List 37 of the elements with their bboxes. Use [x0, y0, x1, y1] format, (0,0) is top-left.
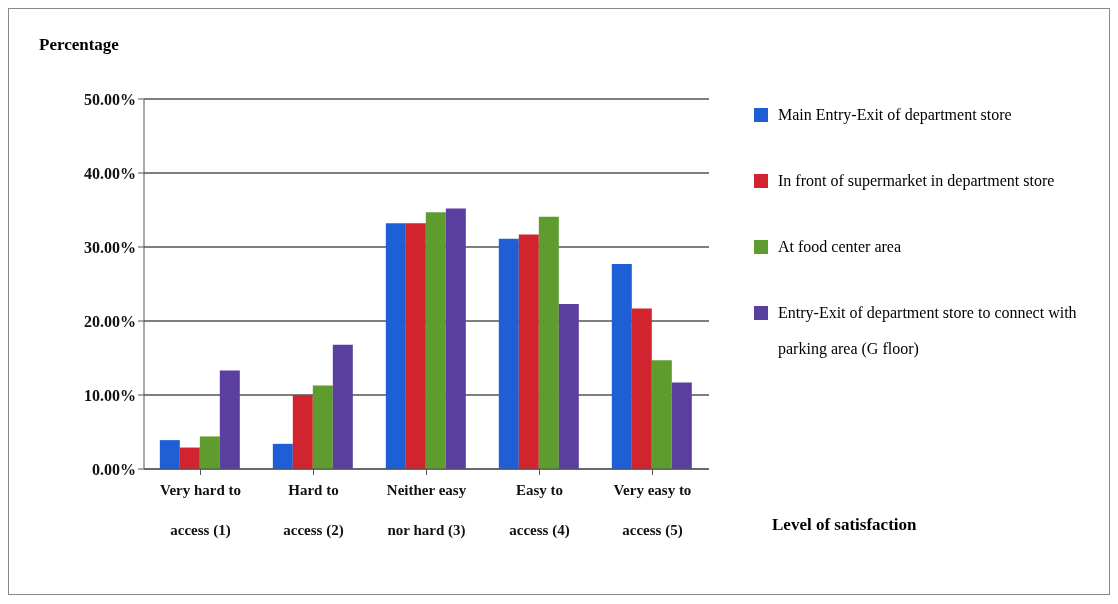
category-label: Hard to access (2)	[283, 482, 344, 538]
bar	[332, 344, 353, 469]
bar	[498, 238, 519, 469]
bar	[385, 223, 406, 469]
legend-label: Main Entry-Exit of department store	[778, 105, 1012, 126]
y-tick-label: 40.00%	[84, 164, 136, 182]
x-axis-title: Level of satisfaction	[772, 515, 917, 535]
bar	[292, 395, 313, 469]
bar	[518, 234, 539, 469]
legend-label: In front of supermarket in department store	[778, 171, 1055, 192]
y-tick-label: 0.00%	[92, 460, 136, 478]
bar	[538, 216, 559, 469]
y-tick-label: 20.00%	[84, 312, 136, 330]
bar	[425, 212, 446, 469]
bar	[159, 440, 180, 469]
bar	[405, 223, 426, 469]
y-axis-title: Percentage	[39, 35, 119, 55]
bar	[199, 436, 220, 469]
bar	[651, 360, 672, 469]
bar	[671, 382, 692, 469]
legend-label: Entry-Exit of department store to connect with parking area (G floor)	[778, 303, 1078, 360]
category-label: Easy to access (4)	[509, 482, 570, 538]
y-tick-label: 50.00%	[84, 90, 136, 108]
bar	[179, 447, 200, 469]
category-label: Very easy to access (5)	[613, 482, 692, 538]
bar	[445, 208, 466, 469]
bar	[631, 308, 652, 469]
category-label: Very hard to access (1)	[159, 482, 242, 538]
y-tick-label: 30.00%	[84, 238, 136, 256]
legend-label: At food center area	[778, 237, 902, 257]
y-tick-label: 10.00%	[84, 386, 136, 404]
bar	[219, 370, 240, 469]
bar	[558, 303, 579, 469]
bar	[272, 443, 293, 469]
bar	[611, 264, 632, 469]
bar	[312, 385, 333, 469]
category-label: Neither easy nor hard (3)	[386, 482, 467, 538]
